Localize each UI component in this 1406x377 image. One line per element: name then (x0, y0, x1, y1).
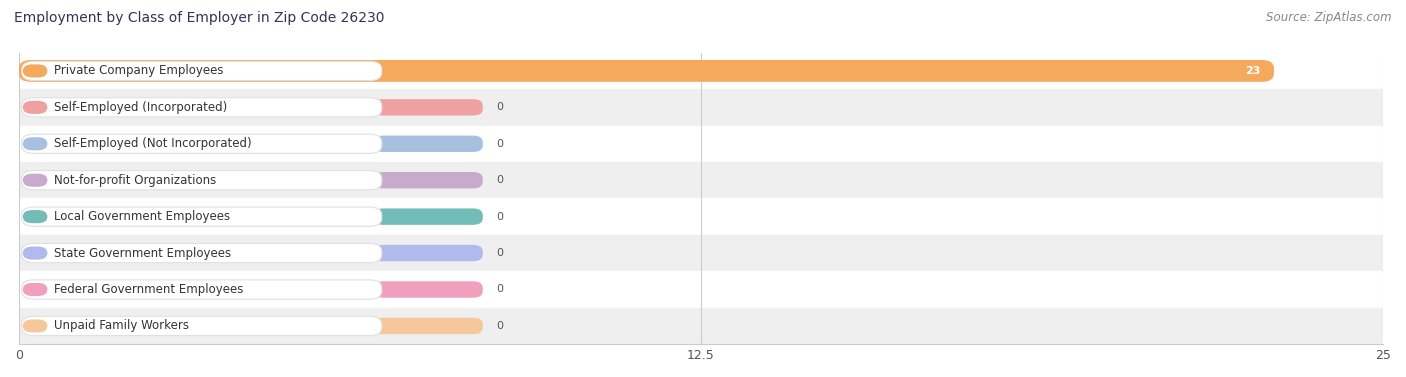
Text: 0: 0 (496, 175, 503, 185)
Text: 0: 0 (496, 321, 503, 331)
Text: State Government Employees: State Government Employees (55, 247, 232, 259)
Bar (20, 308, 1384, 344)
Text: Private Company Employees: Private Company Employees (55, 64, 224, 77)
Text: 0: 0 (496, 285, 503, 294)
FancyBboxPatch shape (22, 210, 48, 223)
Bar (20, 271, 1384, 308)
FancyBboxPatch shape (21, 170, 382, 190)
FancyBboxPatch shape (20, 60, 1274, 82)
Text: Federal Government Employees: Federal Government Employees (55, 283, 243, 296)
FancyBboxPatch shape (374, 99, 482, 115)
FancyBboxPatch shape (22, 137, 48, 150)
FancyBboxPatch shape (21, 98, 382, 117)
Bar (20, 89, 1384, 126)
FancyBboxPatch shape (374, 245, 482, 261)
Text: 23: 23 (1244, 66, 1260, 76)
FancyBboxPatch shape (22, 247, 48, 260)
Text: Local Government Employees: Local Government Employees (55, 210, 231, 223)
Bar (20, 235, 1384, 271)
FancyBboxPatch shape (374, 172, 482, 188)
FancyBboxPatch shape (21, 61, 382, 81)
Text: 0: 0 (496, 139, 503, 149)
Text: Unpaid Family Workers: Unpaid Family Workers (55, 319, 190, 333)
Text: Employment by Class of Employer in Zip Code 26230: Employment by Class of Employer in Zip C… (14, 11, 385, 25)
Text: 0: 0 (496, 211, 503, 222)
FancyBboxPatch shape (374, 318, 482, 334)
FancyBboxPatch shape (21, 207, 382, 226)
Bar (20, 198, 1384, 235)
Text: Source: ZipAtlas.com: Source: ZipAtlas.com (1267, 11, 1392, 24)
FancyBboxPatch shape (22, 101, 48, 114)
Bar (20, 126, 1384, 162)
Bar (20, 53, 1384, 89)
FancyBboxPatch shape (22, 174, 48, 187)
Text: 0: 0 (496, 248, 503, 258)
FancyBboxPatch shape (22, 283, 48, 296)
Text: 0: 0 (496, 102, 503, 112)
Text: Self-Employed (Incorporated): Self-Employed (Incorporated) (55, 101, 228, 114)
Text: Self-Employed (Not Incorporated): Self-Employed (Not Incorporated) (55, 137, 252, 150)
FancyBboxPatch shape (374, 136, 482, 152)
FancyBboxPatch shape (22, 319, 48, 333)
FancyBboxPatch shape (374, 208, 482, 225)
Text: Not-for-profit Organizations: Not-for-profit Organizations (55, 174, 217, 187)
FancyBboxPatch shape (374, 281, 482, 298)
FancyBboxPatch shape (21, 316, 382, 336)
FancyBboxPatch shape (21, 244, 382, 263)
FancyBboxPatch shape (21, 280, 382, 299)
Bar (20, 162, 1384, 198)
FancyBboxPatch shape (22, 64, 48, 77)
FancyBboxPatch shape (21, 134, 382, 153)
